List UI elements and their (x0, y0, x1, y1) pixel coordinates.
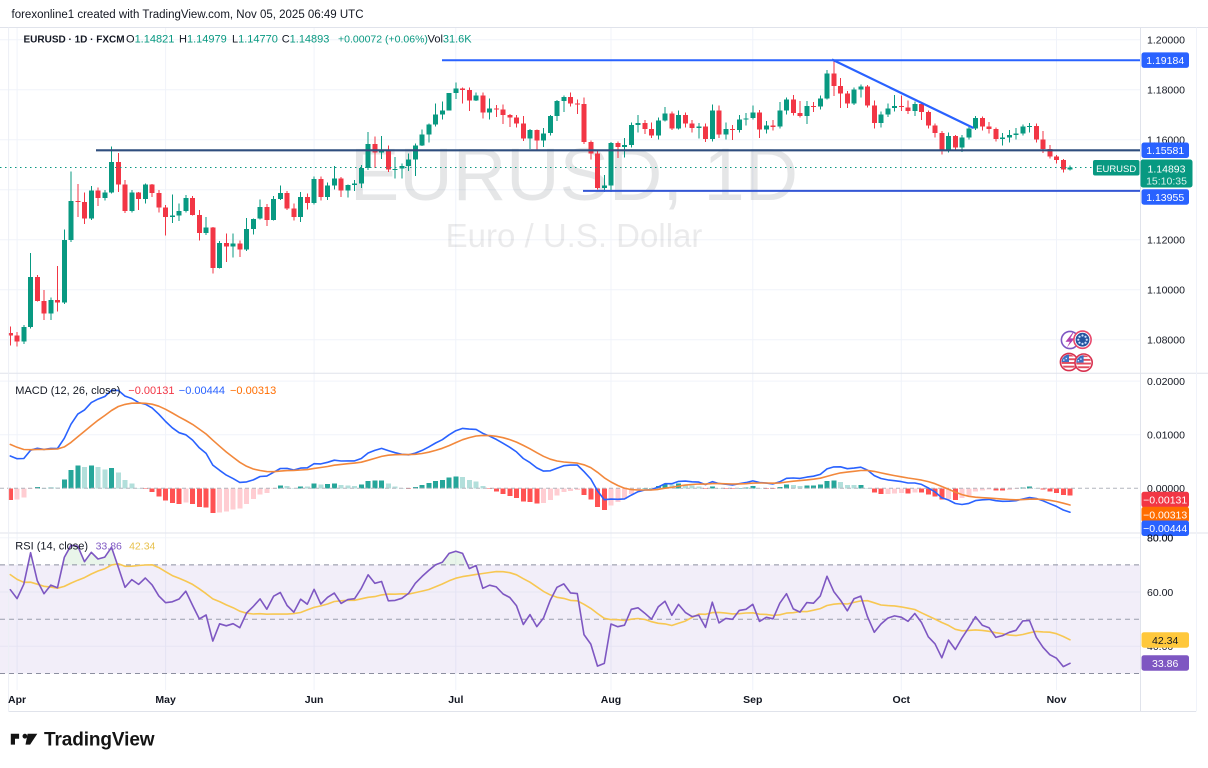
svg-text:−0.00313: −0.00313 (230, 385, 276, 397)
svg-text:33.86: 33.86 (1152, 658, 1178, 670)
svg-text:Oct: Oct (893, 694, 911, 706)
svg-text:1.10000: 1.10000 (1147, 285, 1185, 297)
svg-text:42.34: 42.34 (129, 541, 155, 553)
svg-text:EURUSD · 1D · FXCM: EURUSD · 1D · FXCM (24, 35, 125, 46)
svg-text:Sep: Sep (743, 694, 762, 706)
svg-text:L1.14770: L1.14770 (232, 34, 278, 46)
svg-text:RSI (14, close): RSI (14, close) (15, 541, 88, 553)
svg-text:0.02000: 0.02000 (1147, 376, 1185, 388)
svg-text:Nov: Nov (1047, 694, 1067, 706)
svg-text:−0.00131: −0.00131 (128, 385, 174, 397)
svg-text:1.20000: 1.20000 (1147, 35, 1185, 47)
svg-text:forexonline1 created with Trad: forexonline1 created with TradingView.co… (12, 9, 364, 21)
svg-text:H1.14979: H1.14979 (179, 34, 227, 46)
svg-text:15:10:35: 15:10:35 (1146, 176, 1187, 188)
svg-text:TradingView: TradingView (44, 730, 155, 751)
svg-text:May: May (155, 694, 176, 706)
svg-text:Aug: Aug (601, 694, 621, 706)
svg-text:Jun: Jun (305, 694, 324, 706)
svg-text:EURUSD: EURUSD (1096, 164, 1136, 175)
svg-text:42.34: 42.34 (1152, 635, 1178, 647)
svg-text:1.18000: 1.18000 (1147, 85, 1185, 97)
svg-text:−0.00444: −0.00444 (1143, 523, 1187, 535)
svg-text:33.86: 33.86 (96, 541, 122, 553)
svg-text:MACD (12, 26, close): MACD (12, 26, close) (15, 385, 120, 397)
svg-text:Vol31.6K: Vol31.6K (428, 34, 473, 46)
svg-text:80.00: 80.00 (1147, 533, 1173, 545)
svg-text:Apr: Apr (8, 694, 26, 706)
svg-text:−0.00444: −0.00444 (179, 385, 225, 397)
svg-text:1.13955: 1.13955 (1146, 192, 1184, 204)
svg-text:+0.00072 (+0.06%): +0.00072 (+0.06%) (338, 34, 428, 46)
svg-text:EURUSD, 1D: EURUSD, 1D (350, 133, 798, 216)
svg-text:1.12000: 1.12000 (1147, 235, 1185, 247)
svg-text:1.15581: 1.15581 (1146, 145, 1184, 157)
svg-text:Jul: Jul (448, 694, 463, 706)
svg-text:C1.14893: C1.14893 (282, 34, 330, 46)
svg-text:−0.00131: −0.00131 (1143, 494, 1187, 506)
svg-text:60.00: 60.00 (1147, 587, 1173, 599)
svg-text:0.01000: 0.01000 (1147, 430, 1185, 442)
svg-text:Euro / U.S. Dollar: Euro / U.S. Dollar (446, 217, 703, 254)
svg-text:−0.00313: −0.00313 (1143, 509, 1187, 521)
svg-text:1.08000: 1.08000 (1147, 335, 1185, 347)
svg-text:1.14893: 1.14893 (1148, 163, 1186, 175)
svg-text:1.19184: 1.19184 (1146, 55, 1184, 67)
svg-text:O1.14821: O1.14821 (126, 34, 174, 46)
